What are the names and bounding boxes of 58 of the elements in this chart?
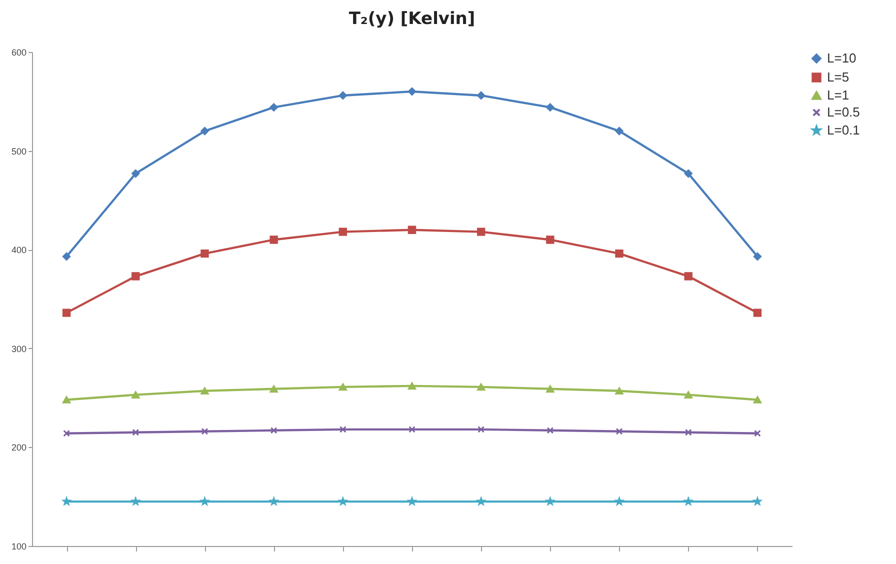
- legend-label: L=10: [827, 50, 856, 66]
- point: [63, 430, 70, 437]
- point: [615, 387, 624, 395]
- point: [338, 91, 348, 100]
- y-tick-label: 200: [11, 442, 26, 453]
- point: [62, 396, 71, 404]
- point: [132, 428, 140, 436]
- point: [200, 126, 209, 136]
- legend-label: L=1: [827, 88, 850, 102]
- y-tick-label: 100: [11, 542, 26, 552]
- point: [615, 249, 624, 258]
- point: [338, 228, 348, 236]
- point: [684, 272, 692, 280]
- point: [546, 385, 554, 393]
- point: [546, 236, 554, 244]
- point: [408, 426, 416, 433]
- point: [476, 383, 486, 391]
- point: [200, 497, 209, 506]
- point: [270, 236, 278, 244]
- chart-title: T₂(y) [Kelvin]: [348, 9, 476, 29]
- point: [684, 391, 692, 398]
- point: [753, 396, 762, 404]
- point: [338, 383, 348, 391]
- point: [546, 103, 554, 112]
- y-tick-label: 300: [11, 344, 26, 354]
- point: [270, 426, 278, 434]
- point: [754, 430, 761, 437]
- y-tick-label: 400: [11, 245, 26, 256]
- point: [132, 169, 140, 178]
- y-tick-label: 500: [11, 146, 26, 156]
- point: [684, 169, 692, 178]
- y-tick-label: 600: [11, 48, 26, 58]
- point: [62, 308, 71, 317]
- legend-label: L=5: [827, 70, 850, 84]
- point: [616, 428, 623, 435]
- legend-label: L=0.5: [827, 104, 860, 120]
- point: [200, 387, 209, 395]
- point: [478, 426, 485, 433]
- point: [339, 426, 346, 433]
- point: [62, 252, 71, 261]
- point: [270, 385, 278, 393]
- point: [615, 126, 624, 136]
- point: [615, 497, 624, 506]
- point: [753, 252, 762, 261]
- point: [132, 391, 140, 398]
- point: [476, 91, 486, 100]
- point: [408, 226, 416, 234]
- point: [753, 308, 762, 317]
- point: [408, 87, 416, 96]
- point: [270, 103, 278, 112]
- point: [476, 228, 486, 236]
- legend-label: L=0.1: [827, 122, 860, 138]
- point: [200, 249, 209, 258]
- point: [408, 382, 416, 390]
- point: [201, 428, 208, 435]
- point: [132, 272, 140, 280]
- point: [684, 428, 692, 436]
- point: [546, 426, 554, 434]
